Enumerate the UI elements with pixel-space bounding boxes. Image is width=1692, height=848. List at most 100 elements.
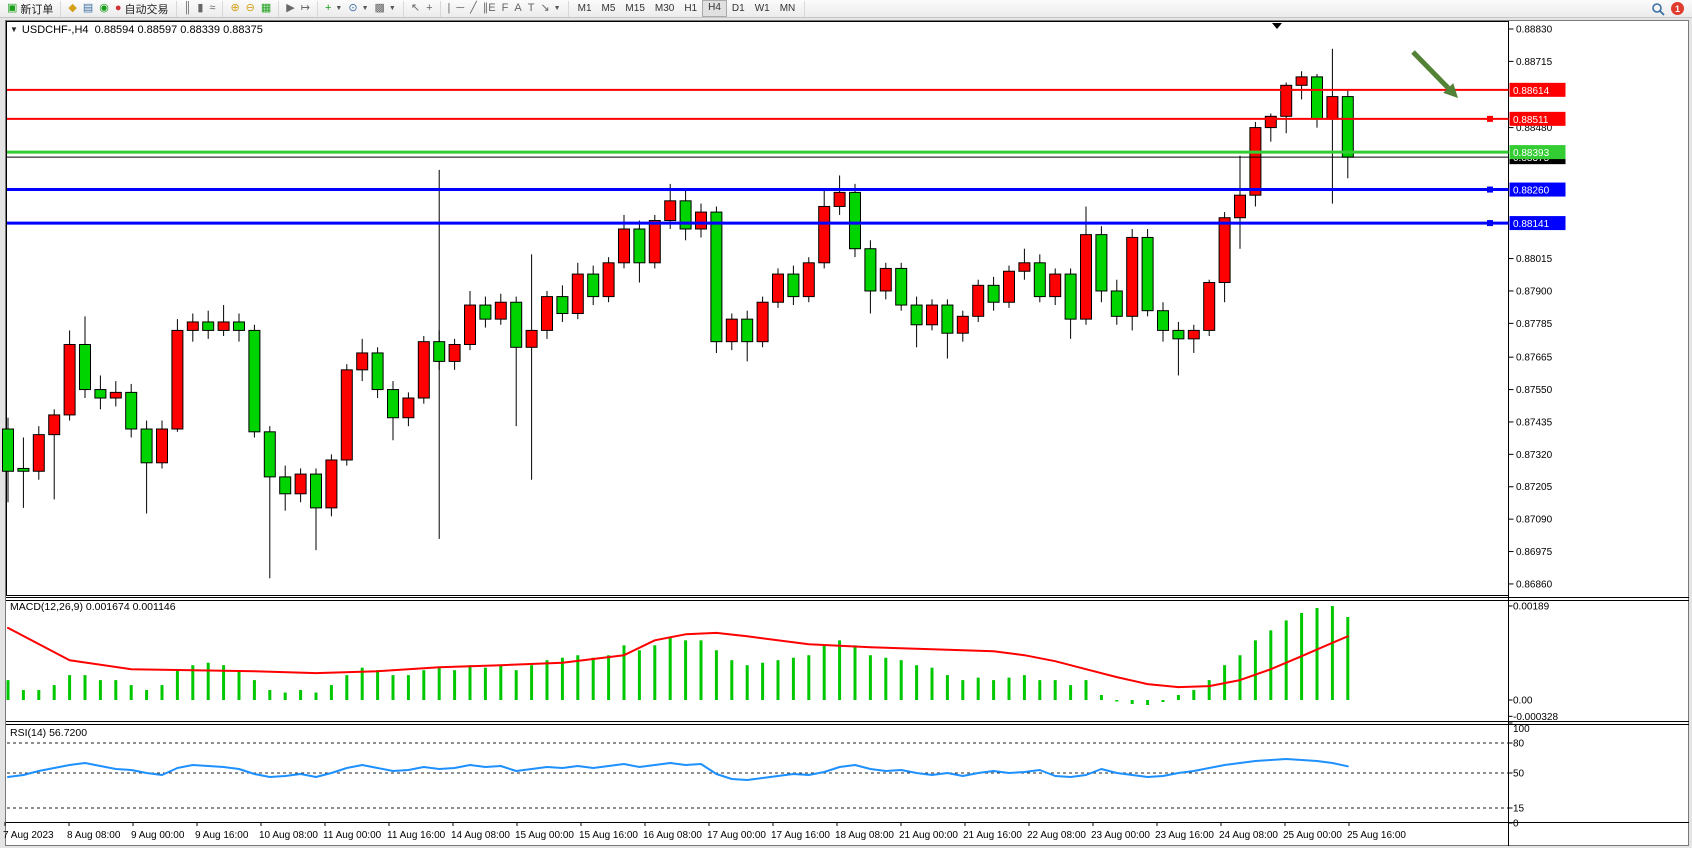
timeframe-d1-button[interactable]: D1 bbox=[731, 3, 745, 14]
candle bbox=[802, 262, 815, 298]
candle bbox=[494, 301, 507, 320]
macd-histogram-bar bbox=[776, 660, 780, 700]
price-tick-label: 0.87090 bbox=[1516, 515, 1553, 526]
arrow-head-icon[interactable] bbox=[1443, 83, 1458, 98]
macd-histogram-bar bbox=[360, 667, 364, 700]
candle bbox=[448, 343, 461, 362]
crosshair-button[interactable]: + bbox=[423, 1, 435, 16]
line-chart-button[interactable]: ≈ bbox=[206, 1, 218, 16]
periods-button[interactable]: ⊙ ▼ bbox=[345, 1, 371, 16]
macd-histogram-bar bbox=[884, 657, 888, 700]
macd-histogram-bar bbox=[252, 680, 256, 700]
candle bbox=[1141, 236, 1154, 312]
quotes-button[interactable]: ◆ bbox=[65, 1, 79, 16]
candle bbox=[679, 200, 692, 230]
crosshair-icon: + bbox=[426, 2, 433, 14]
toolbar-group: ↖ + bbox=[404, 0, 441, 17]
trendline-tool-button[interactable]: ╱ bbox=[467, 1, 480, 16]
label-tool-button[interactable]: T bbox=[525, 1, 538, 16]
macd-histogram-bar bbox=[530, 665, 534, 700]
candle-chart-button[interactable]: ▮ bbox=[194, 1, 206, 16]
tile-windows-button[interactable]: ▦ bbox=[258, 1, 274, 16]
chart-window-button[interactable]: ▤ bbox=[80, 1, 96, 16]
notification-badge[interactable]: 1 bbox=[1671, 2, 1684, 15]
time-axis-label: 8 Aug 08:00 bbox=[67, 830, 121, 841]
horizontal-line-tool-button[interactable]: ─ bbox=[453, 1, 467, 16]
arrow-shaft[interactable] bbox=[1411, 50, 1450, 90]
candle bbox=[849, 191, 861, 250]
timeframe-w1-button[interactable]: W1 bbox=[754, 3, 770, 14]
candle bbox=[1110, 290, 1123, 317]
macd-histogram-bar bbox=[807, 655, 811, 700]
time-axis-label: 25 Aug 00:00 bbox=[1283, 830, 1342, 841]
bar-chart-button[interactable]: ║ bbox=[181, 1, 195, 16]
macd-histogram-bar bbox=[129, 685, 133, 700]
candle bbox=[1249, 127, 1262, 196]
zoom-out-icon: ⊖ bbox=[245, 2, 255, 14]
timeframe-m15-button[interactable]: M15 bbox=[625, 3, 645, 14]
line-handle[interactable] bbox=[1487, 186, 1493, 193]
indicators-button[interactable]: + ▼ bbox=[322, 1, 345, 16]
macd-histogram-bar bbox=[499, 665, 503, 700]
candle bbox=[140, 428, 153, 464]
time-axis-label: 23 Aug 00:00 bbox=[1091, 830, 1150, 841]
candle bbox=[725, 318, 738, 343]
candle bbox=[325, 459, 338, 509]
timeframe-m1-button[interactable]: M1 bbox=[577, 3, 592, 14]
chevron-down-icon[interactable]: ▼ bbox=[10, 25, 18, 34]
macd-histogram-bar bbox=[299, 690, 303, 700]
macd-histogram-bar bbox=[329, 685, 333, 700]
macd-histogram-bar bbox=[1207, 680, 1211, 700]
fibonacci-tool-button[interactable]: F bbox=[499, 1, 512, 16]
vertical-line-tool-button[interactable]: | bbox=[445, 1, 454, 16]
arrows-tool-button[interactable]: ↘ ▼ bbox=[537, 1, 563, 16]
label-tool-icon: T bbox=[527, 2, 535, 14]
timeframe-mn-button[interactable]: MN bbox=[779, 3, 796, 14]
templates-button[interactable]: ▩ ▼ bbox=[372, 1, 399, 16]
macd-histogram-bar bbox=[1330, 606, 1334, 700]
timeframe-m30-button[interactable]: M30 bbox=[654, 3, 675, 14]
candle bbox=[956, 315, 969, 334]
time-axis-label: 9 Aug 00:00 bbox=[131, 830, 185, 841]
navigator-button[interactable]: ◉ bbox=[96, 1, 112, 16]
macd-histogram-bar bbox=[915, 665, 919, 700]
chart-shift-button[interactable]: ↦ bbox=[298, 1, 313, 16]
macd-histogram-bar bbox=[607, 655, 611, 700]
candle bbox=[587, 273, 600, 298]
channel-tool-button[interactable]: ∥E bbox=[480, 1, 499, 16]
candle bbox=[1126, 236, 1139, 317]
caret-down-icon: ▼ bbox=[335, 5, 343, 12]
macd-histogram-bar bbox=[37, 690, 41, 700]
macd-histogram-bar bbox=[1099, 695, 1103, 700]
new-order-button[interactable]: ▣ 新订单 bbox=[4, 1, 56, 16]
time-axis-label: 9 Aug 16:00 bbox=[195, 830, 249, 841]
zoom-in-button[interactable]: ⊕ bbox=[227, 1, 242, 16]
price-tick-label: 0.88015 bbox=[1516, 254, 1553, 265]
toolbar-group: ║ ▮ ≈ bbox=[177, 0, 224, 17]
price-tick-label: 0.87435 bbox=[1516, 417, 1553, 428]
cursor-button[interactable]: ↖ bbox=[408, 1, 423, 16]
timeframe-m5-button[interactable]: M5 bbox=[601, 3, 616, 14]
macd-tick-label: 0.00 bbox=[1513, 696, 1533, 707]
auto-scroll-button[interactable]: ▶ bbox=[283, 1, 297, 16]
timeframe-h1-button[interactable]: H1 bbox=[684, 3, 698, 14]
autotrading-button[interactable]: ● 自动交易 bbox=[112, 1, 172, 16]
candle bbox=[926, 304, 938, 326]
macd-indicator-label: MACD(12,26,9) 0.001674 0.001146 bbox=[10, 601, 176, 613]
candle bbox=[941, 304, 954, 334]
line-handle[interactable] bbox=[1487, 115, 1493, 122]
auto-scroll-icon: ▶ bbox=[286, 2, 295, 14]
line-handle[interactable] bbox=[1487, 220, 1493, 227]
zoom-out-button[interactable]: ⊖ bbox=[243, 1, 258, 16]
candle bbox=[125, 391, 138, 430]
macd-histogram-bar bbox=[791, 657, 795, 700]
candle bbox=[48, 414, 61, 436]
macd-histogram-bar bbox=[422, 670, 426, 700]
candle bbox=[279, 476, 292, 495]
search-icon[interactable] bbox=[1651, 2, 1665, 16]
macd-histogram-bar bbox=[514, 670, 518, 700]
text-tool-button[interactable]: A bbox=[511, 1, 524, 16]
candle bbox=[109, 391, 122, 399]
timeframe-h4-button[interactable]: H4 bbox=[702, 0, 727, 17]
